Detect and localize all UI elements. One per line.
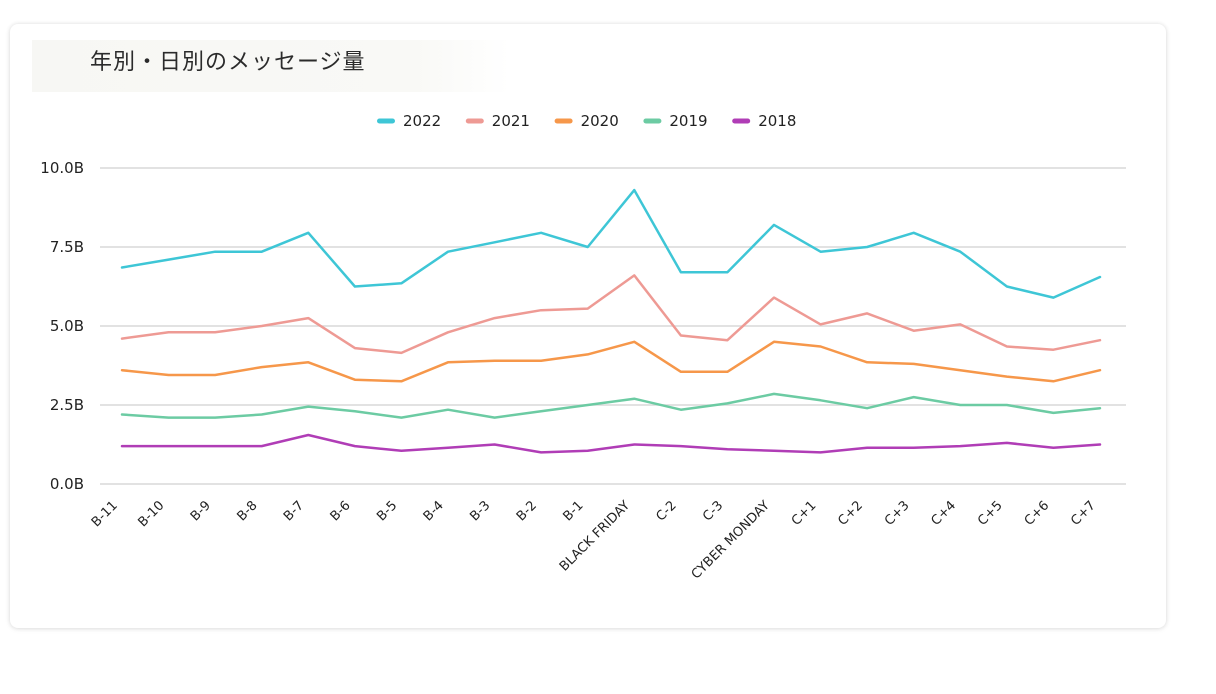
x-tick-label: B-11	[89, 498, 121, 530]
x-tick-label: B-5	[374, 498, 400, 524]
x-tick-label: C+7	[1068, 498, 1099, 529]
legend-item-2021[interactable]: 2021	[465, 112, 530, 130]
legend-swatch	[377, 118, 395, 124]
chart-title: 年別・日別のメッセージ量	[90, 50, 366, 75]
x-tick-label: B-9	[188, 498, 214, 524]
x-tick-label: C-3	[700, 498, 726, 524]
legend-swatch	[554, 118, 573, 124]
x-tick-label: C+4	[929, 498, 960, 529]
y-axis-ticks: 0.0B 2.5B 5.0B 7.5B 10.0B	[40, 159, 84, 493]
legend[interactable]: 2022 2021 2020 2019 2018	[377, 112, 796, 130]
legend-label: 2018	[758, 112, 796, 130]
legend-item-2020[interactable]: 2020	[554, 112, 619, 130]
series-lines	[120, 188, 1102, 454]
x-tick-label: B-10	[135, 498, 167, 530]
x-tick-label: C+6	[1022, 498, 1053, 529]
series-line-2019	[120, 392, 1102, 419]
legend-swatch	[732, 118, 751, 124]
x-tick-label: C+3	[882, 498, 913, 529]
y-tick-label: 0.0B	[50, 475, 84, 493]
x-tick-label: B-2	[514, 498, 540, 524]
legend-label: 2022	[403, 112, 441, 130]
x-tick-label: C+2	[835, 498, 866, 529]
x-tick-label: B-6	[328, 498, 354, 524]
x-axis-ticks: B-11 B-10 B-9 B-8 B-7 B-6 B-5 B-4 B-3 B-2 B-1BLACK…	[89, 498, 1099, 582]
legend-item-2022[interactable]: 2022	[377, 112, 441, 130]
legend-swatch	[465, 118, 484, 124]
series-line-2020	[120, 340, 1102, 383]
y-tick-label: 5.0B	[50, 317, 84, 335]
legend-item-2019[interactable]: 2019	[643, 112, 708, 130]
x-tick-label: CYBER MONDAY	[689, 498, 773, 582]
series-line-2022	[120, 188, 1102, 299]
x-tick-label: C-2	[653, 498, 679, 524]
series-line-2018	[120, 433, 1102, 454]
legend-label: 2020	[581, 112, 619, 130]
legend-swatch	[643, 118, 662, 124]
x-tick-label: B-1	[560, 498, 586, 524]
x-tick-label: C+1	[789, 498, 820, 529]
series-line-2021	[120, 274, 1102, 355]
title-band	[32, 40, 510, 92]
y-tick-label: 10.0B	[40, 159, 84, 177]
x-tick-label: B-4	[421, 498, 447, 524]
x-tick-label: B-3	[467, 498, 493, 524]
x-tick-label: B-7	[281, 498, 307, 524]
legend-item-2018[interactable]: 2018	[732, 112, 796, 130]
y-tick-label: 2.5B	[50, 396, 84, 414]
x-tick-label: C+5	[975, 498, 1006, 529]
y-tick-label: 7.5B	[50, 238, 84, 256]
x-tick-label: B-8	[234, 498, 260, 524]
legend-label: 2019	[669, 112, 707, 130]
legend-label: 2021	[492, 112, 530, 130]
